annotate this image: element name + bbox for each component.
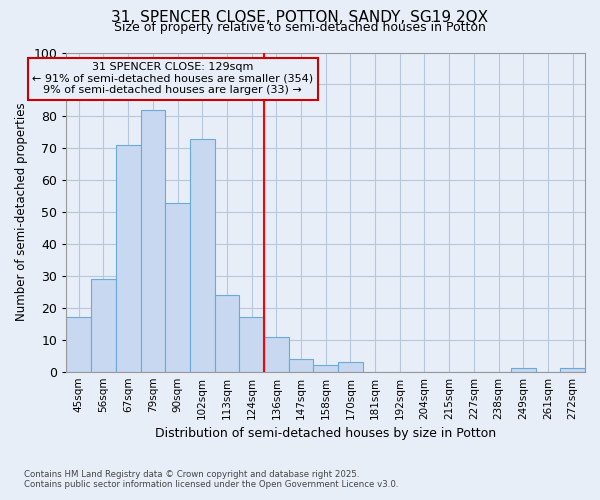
Bar (239, 318, 264, 372)
Y-axis label: Number of semi-detached properties: Number of semi-detached properties (15, 103, 28, 322)
Bar (91, 279, 116, 372)
Bar (215, 295, 239, 372)
Bar (116, 145, 140, 372)
Text: 31, SPENCER CLOSE, POTTON, SANDY, SG19 2QX: 31, SPENCER CLOSE, POTTON, SANDY, SG19 2… (112, 10, 488, 25)
Bar (313, 366, 338, 372)
Bar (289, 359, 313, 372)
Bar (511, 368, 536, 372)
Text: Contains HM Land Registry data © Crown copyright and database right 2025.
Contai: Contains HM Land Registry data © Crown c… (24, 470, 398, 489)
Text: 31 SPENCER CLOSE: 129sqm
← 91% of semi-detached houses are smaller (354)
9% of s: 31 SPENCER CLOSE: 129sqm ← 91% of semi-d… (32, 62, 313, 96)
Bar (67, 318, 91, 372)
X-axis label: Distribution of semi-detached houses by size in Potton: Distribution of semi-detached houses by … (155, 427, 496, 440)
Text: Size of property relative to semi-detached houses in Potton: Size of property relative to semi-detach… (114, 21, 486, 34)
Bar (264, 336, 289, 372)
Bar (165, 202, 190, 372)
Bar (190, 138, 215, 372)
Bar (338, 362, 363, 372)
Bar (140, 110, 165, 372)
Bar (560, 368, 585, 372)
